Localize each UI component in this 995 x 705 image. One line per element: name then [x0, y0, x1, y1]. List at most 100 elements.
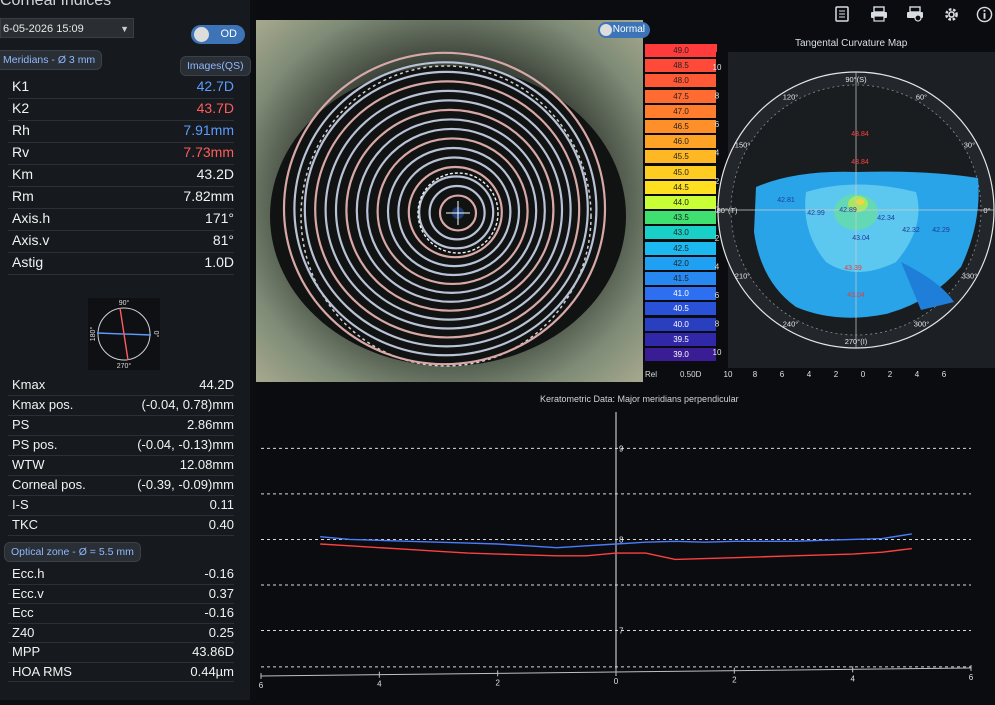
axis-label-top: 90° [119, 299, 130, 307]
map-bottom-tick: 2 [888, 370, 893, 379]
exam-date-value: 6-05-2026 15:09 [3, 23, 84, 35]
graph-x-tick: 2 [495, 678, 500, 687]
shape-index-label: Corneal pos. [12, 477, 86, 492]
shape-index-label: Kmax [12, 377, 46, 392]
scale-cell: 42.0 [645, 256, 717, 270]
optical-index-label: Ecc [12, 605, 34, 620]
print-preview-icon[interactable] [906, 6, 924, 28]
row-divider [8, 642, 234, 643]
k-value-value: 43.2D [196, 166, 234, 182]
row-divider [8, 435, 234, 436]
shape-index-row: WTW 12.08mm [8, 457, 236, 476]
k-value-row: Axis.v 81° [8, 232, 236, 252]
keratometric-graph: 9 8 7 6 4 2 0 2 4 6 [256, 404, 995, 700]
placido-ring [282, 51, 607, 366]
placido-ring [407, 165, 503, 259]
scale-cell: 39.5 [645, 332, 717, 346]
color-scale: 49.0 48.5 48.0 47.5 47.0 46.5 46.0 45.5 45.0 44.5… [645, 44, 717, 364]
toggle-knob [194, 27, 209, 42]
map-angle-label: 270°(I) [845, 337, 868, 346]
k-value-label: K1 [12, 78, 30, 94]
k-value-value: 7.91mm [183, 122, 234, 138]
optical-index-value: -0.16 [204, 605, 234, 620]
shape-index-value: (-0.04, -0.13)mm [137, 437, 234, 452]
placido-ring [293, 61, 598, 357]
optical-index-label: Ecc.v [12, 585, 44, 601]
graph-y-label: 7 [619, 626, 624, 635]
series-line-red [320, 543, 912, 561]
graph-x-tick: 0 [614, 677, 619, 686]
shape-index-label: WTW [12, 457, 45, 472]
curvature-map[interactable]: 43.84 43.84 42.81 42.99 42.89 42.34 42.32 42.29… [716, 52, 995, 368]
map-angle-label: 300° [914, 319, 930, 328]
graph-x-tick: 6 [969, 673, 974, 682]
k-value-row: Km 43.2D [8, 166, 236, 186]
k-value-label: Km [12, 166, 33, 182]
map-angle-label: 330° [962, 272, 978, 281]
map-point-value: 42.81 [777, 197, 795, 204]
map-vertical-tick: 4 [715, 263, 720, 272]
row-divider [8, 120, 234, 121]
map-point-value: 43.84 [851, 131, 869, 138]
meridians-label: Meridians - Ø 3 mm [0, 50, 103, 70]
map-vertical-tick: 6 [715, 291, 720, 300]
scale-cell: 49.0 [645, 44, 717, 57]
k-value-value: 7.73mm [183, 144, 234, 160]
info-icon[interactable] [976, 6, 993, 28]
placido-ring [428, 184, 486, 241]
map-angle-label: 180°(T) [716, 206, 738, 215]
images-button[interactable]: Images(QS) [180, 56, 251, 76]
chevron-down-icon: ▼ [120, 24, 129, 34]
optical-index-value: -0.16 [204, 566, 234, 581]
map-angle-label: 120° [783, 93, 799, 102]
gear-icon[interactable] [943, 6, 960, 28]
map-point-value: 42.89 [839, 207, 857, 214]
shape-index-value: 12.08mm [179, 457, 234, 472]
shape-index-row: Corneal pos. (-0.39, -0.09)mm [8, 477, 236, 496]
shape-index-value: (-0.39, -0.09)mm [137, 477, 234, 492]
indices-panel: Corneal Indices 6-05-2026 15:09 ▼ OD Mer… [0, 0, 251, 700]
placido-ring [418, 175, 495, 250]
eye-toggle-label: OD [220, 28, 238, 40]
graph-x-tick: 4 [377, 680, 382, 689]
document-icon[interactable] [835, 6, 849, 28]
map-vertical-tick: 10 [713, 348, 722, 357]
k-value-label: Rm [12, 188, 34, 204]
map-point-value: 42.34 [877, 215, 895, 222]
shape-index-label: TKC [12, 517, 38, 532]
normal-toggle[interactable]: Normal [598, 22, 650, 38]
k-value-row: K2 43.7D [8, 100, 236, 120]
row-divider [8, 395, 234, 396]
eye-toggle[interactable]: OD [191, 25, 245, 44]
scale-cell: 46.5 [645, 120, 717, 133]
map-bottom-tick: 4 [807, 370, 812, 379]
optical-index-row: HOA RMS 0.44µm [8, 664, 236, 683]
map-angle-label: 0° [983, 206, 990, 215]
map-vertical-tick: 0 [715, 206, 720, 215]
shape-index-row: Kmax 44.2D [8, 377, 236, 396]
row-divider [8, 274, 234, 275]
placido-image[interactable] [256, 20, 643, 382]
k-value-row: K1 42.7D [8, 78, 236, 98]
map-vertical-tick: 8 [715, 92, 720, 101]
exam-date-select[interactable]: 6-05-2026 15:09 ▼ [0, 18, 134, 38]
graph-y-label: 8 [619, 535, 624, 544]
row-divider [8, 515, 234, 516]
row-divider [8, 252, 234, 253]
scale-step-label: 0.50D [680, 370, 702, 379]
optical-index-value: 0.44µm [190, 663, 234, 679]
row-divider [8, 603, 234, 604]
k-value-label: Rh [12, 122, 30, 138]
scale-cell: 43.0 [645, 226, 717, 240]
map-bottom-tick: 10 [724, 370, 733, 379]
k-value-label: Astig [12, 254, 44, 270]
placido-ring [376, 137, 529, 286]
placido-ring [366, 127, 538, 294]
printer-icon[interactable] [870, 6, 888, 28]
optical-zone-label: Optical zone - Ø = 5.5 mm [4, 542, 141, 562]
shape-index-label: Kmax pos. [12, 397, 74, 412]
axis-label-right: 0° [152, 331, 160, 338]
map-vertical-tick: 6 [715, 120, 720, 129]
map-angle-label: 240° [783, 319, 799, 328]
placido-ring [345, 108, 555, 312]
